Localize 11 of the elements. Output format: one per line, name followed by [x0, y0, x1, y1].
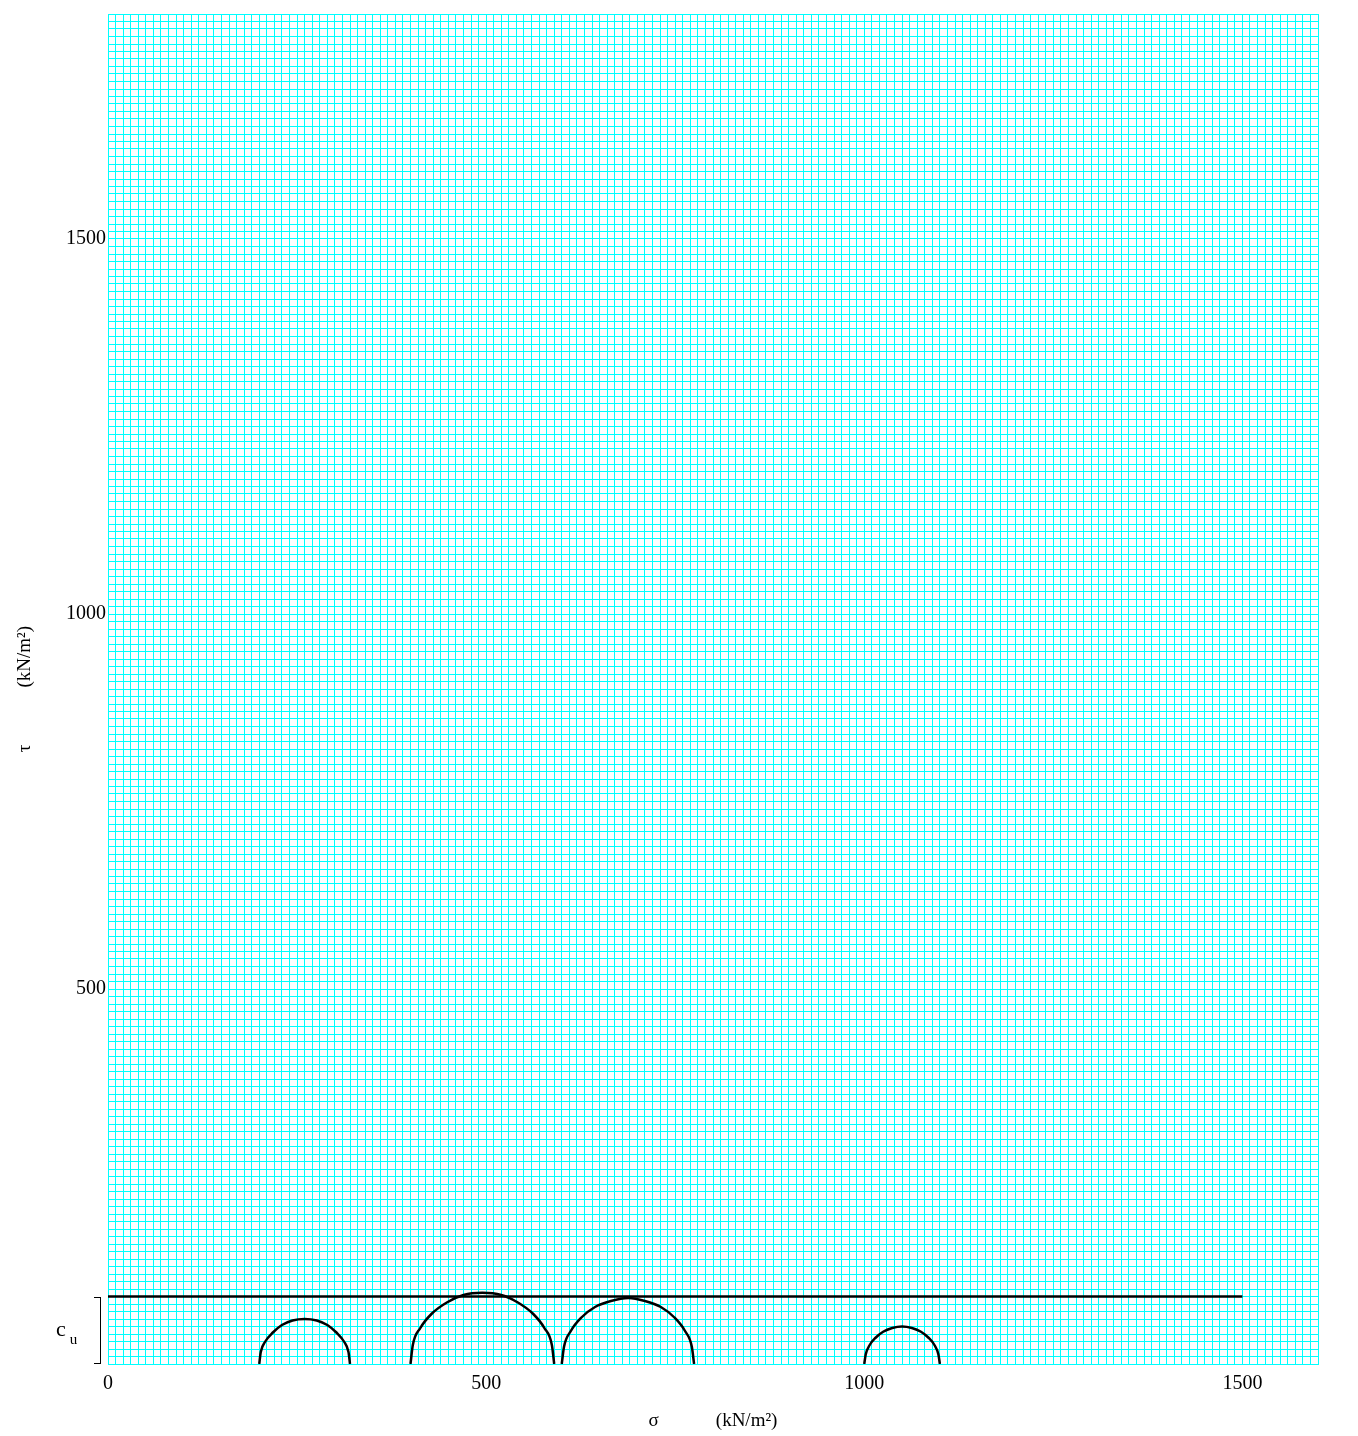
line-series	[258, 1317, 352, 1364]
x-tick-label: 1500	[1222, 1371, 1263, 1394]
y-axis-title: τ (kN/m²)	[13, 625, 36, 753]
y-tick-label: 1000	[66, 601, 106, 624]
x-tick-label: 0	[103, 1371, 113, 1394]
x-tick-label: 1000	[844, 1371, 885, 1394]
line-series	[863, 1325, 942, 1364]
y-tick-label: 1500	[66, 226, 106, 249]
x-axis-title: σ (kN/m²)	[648, 1408, 778, 1431]
y-tick-label: 500	[76, 976, 106, 999]
x-tick-label: 500	[471, 1371, 502, 1394]
